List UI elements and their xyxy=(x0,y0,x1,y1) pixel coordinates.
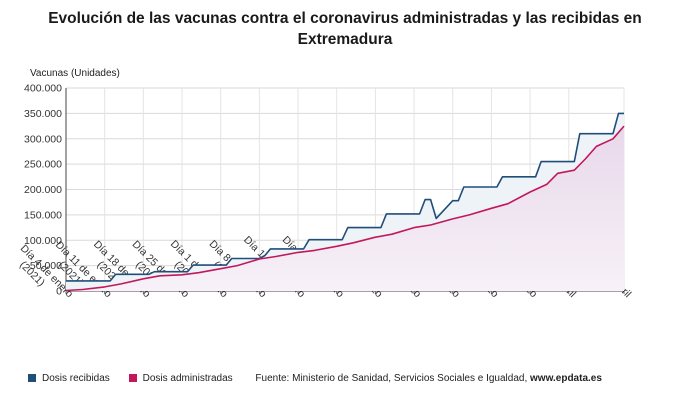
y-tick-label: 350.000 xyxy=(24,108,62,120)
series-lines xyxy=(65,112,625,292)
chart-area: Vacunas (Unidades) 0 50.000 100.000 150.000… xyxy=(17,68,633,300)
y-tick-label: 150.000 xyxy=(24,209,62,221)
legend-swatch-received xyxy=(28,374,36,382)
y-tick-label: 200.000 xyxy=(24,184,62,196)
y-tick-label: 100.000 xyxy=(24,235,62,247)
y-tick-label: 300.000 xyxy=(24,133,62,145)
legend: Dosis recibidas Dosis administradas Fuen… xyxy=(28,373,602,384)
series-line-received xyxy=(66,112,624,282)
series-line-administered xyxy=(65,125,625,292)
y-tick-label: 250.000 xyxy=(24,159,62,171)
legend-label-administered: Dosis administradas xyxy=(142,373,233,384)
chart-title: Evolución de las vacunas contra el coron… xyxy=(48,10,642,48)
y-tick-label: 400.000 xyxy=(24,83,62,95)
legend-swatch-administered xyxy=(128,374,137,382)
area-administered xyxy=(66,126,624,291)
y-tick-label: 50.000 xyxy=(30,260,62,272)
legend-item-administered: Dosis administradas xyxy=(128,373,233,384)
source-label: Fuente: Ministerio de Sanidad, Servicios… xyxy=(255,373,531,384)
source-note: Fuente: Ministerio de Sanidad, Servicios… xyxy=(255,373,601,384)
legend-label-received: Dosis recibidas xyxy=(42,373,110,384)
y-axis-label: Vacunas (Unidades) xyxy=(30,68,120,79)
y-axis-ticks: 0 50.000 100.000 150.000 200.000 250.000 300.0… xyxy=(24,83,62,298)
area-fills xyxy=(66,113,624,292)
legend-item-received: Dosis recibidas xyxy=(28,373,110,384)
y-tick-label: 0 xyxy=(56,286,62,298)
source-site: www.epdata.es xyxy=(530,373,602,384)
